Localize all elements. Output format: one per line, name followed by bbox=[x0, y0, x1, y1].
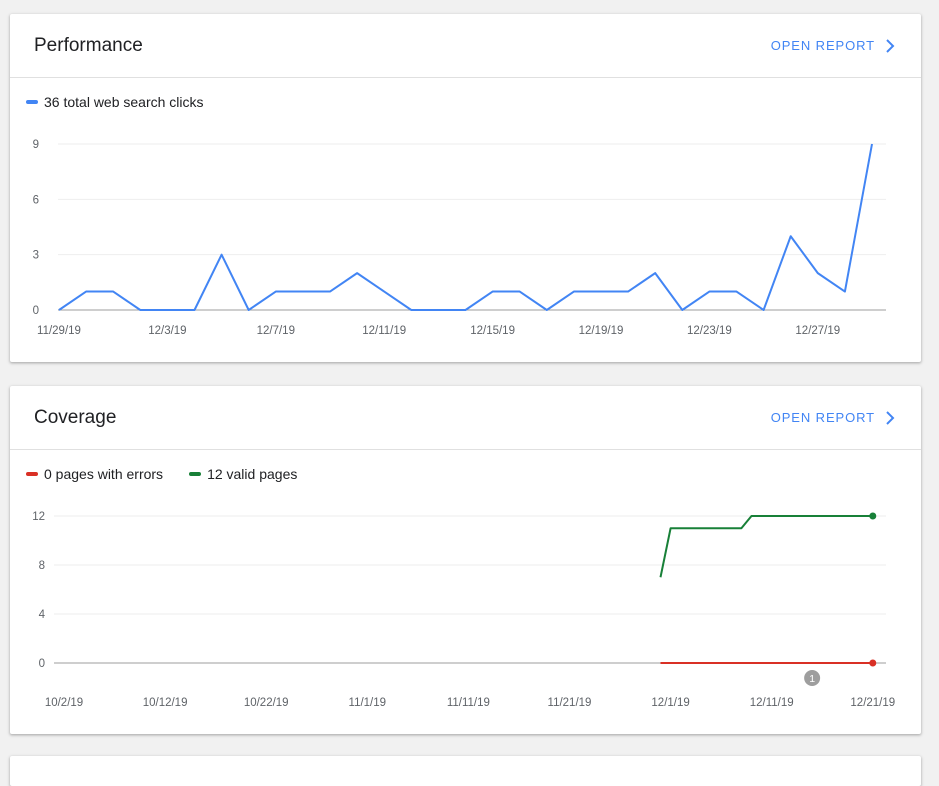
x-tick-label: 12/1/19 bbox=[651, 697, 689, 709]
coverage-open-report-button[interactable]: OPEN REPORT bbox=[771, 409, 895, 427]
coverage-legend: 0 pages with errors 12 valid pages bbox=[26, 466, 323, 482]
coverage-card: Coverage OPEN REPORT 0 pages with errors… bbox=[10, 386, 921, 734]
legend-item-valid[interactable]: 12 valid pages bbox=[189, 466, 297, 482]
x-tick-label: 12/7/19 bbox=[257, 325, 295, 337]
y-tick-label: 8 bbox=[39, 560, 45, 572]
performance-legend: 36 total web search clicks bbox=[26, 94, 230, 110]
performance-title: Performance bbox=[34, 35, 143, 56]
y-tick-label: 3 bbox=[33, 250, 39, 262]
y-tick-label: 0 bbox=[39, 658, 45, 670]
x-tick-label: 12/3/19 bbox=[148, 325, 186, 337]
annotation-marker bbox=[804, 670, 821, 686]
next-card bbox=[10, 756, 921, 786]
x-tick-label: 10/2/19 bbox=[45, 697, 83, 709]
open-report-label: OPEN REPORT bbox=[770, 38, 875, 53]
x-tick-label: 10/22/19 bbox=[244, 697, 289, 709]
performance-card-header: Performance OPEN REPORT bbox=[10, 14, 921, 78]
x-tick-label: 10/12/19 bbox=[143, 697, 188, 709]
performance-chart: 0 3 6 9 11/29/19 12/3/19 12/7/19 12/11/19 12/15/… bbox=[33, 139, 886, 337]
legend-item-errors[interactable]: 0 pages with errors bbox=[26, 466, 163, 482]
series-line-valid bbox=[659, 515, 873, 578]
legend-swatch bbox=[189, 472, 202, 476]
legend-swatch bbox=[26, 100, 38, 104]
data-point bbox=[869, 512, 877, 520]
x-tick-label: 11/11/19 bbox=[447, 697, 490, 709]
y-tick-label: 0 bbox=[33, 305, 39, 317]
x-tick-label: 12/11/19 bbox=[362, 325, 406, 337]
coverage-chart: 0 4 8 12 10/2/19 10/12/19 10/22/19 11/1/19 11/11… bbox=[32, 511, 895, 709]
coverage-title: Coverage bbox=[34, 407, 117, 428]
y-tick-label: 6 bbox=[33, 194, 39, 206]
coverage-card-header: Coverage OPEN REPORT bbox=[10, 386, 921, 450]
x-tick-label: 12/19/19 bbox=[579, 325, 624, 337]
x-tick-label: 11/29/19 bbox=[37, 325, 81, 337]
performance-open-report-button[interactable]: OPEN REPORT bbox=[771, 37, 895, 55]
performance-card: Performance OPEN REPORT 36 total web sea… bbox=[10, 14, 921, 362]
legend-label: 12 valid pages bbox=[207, 466, 298, 482]
series-line-clicks bbox=[58, 143, 873, 311]
legend-label: 36 total web search clicks bbox=[44, 94, 204, 110]
data-point bbox=[869, 659, 877, 667]
x-tick-label: 12/27/19 bbox=[795, 325, 840, 337]
annotation-label: 1 bbox=[809, 673, 815, 685]
x-tick-label: 12/21/19 bbox=[850, 697, 895, 709]
chevron-right-icon bbox=[886, 39, 895, 53]
x-tick-label: 12/11/19 bbox=[750, 697, 794, 709]
open-report-label: OPEN REPORT bbox=[770, 410, 875, 425]
x-tick-label: 11/21/19 bbox=[548, 697, 592, 709]
x-tick-label: 12/15/19 bbox=[470, 325, 515, 337]
x-tick-label: 11/1/19 bbox=[349, 697, 387, 709]
legend-item-clicks[interactable]: 36 total web search clicks bbox=[26, 94, 204, 110]
y-tick-label: 12 bbox=[32, 511, 45, 523]
x-tick-label: 12/23/19 bbox=[687, 325, 732, 337]
legend-label: 0 pages with errors bbox=[44, 466, 164, 482]
y-tick-label: 4 bbox=[39, 609, 46, 621]
legend-swatch bbox=[26, 472, 38, 476]
y-tick-label: 9 bbox=[33, 139, 39, 151]
chevron-right-icon bbox=[886, 411, 895, 425]
